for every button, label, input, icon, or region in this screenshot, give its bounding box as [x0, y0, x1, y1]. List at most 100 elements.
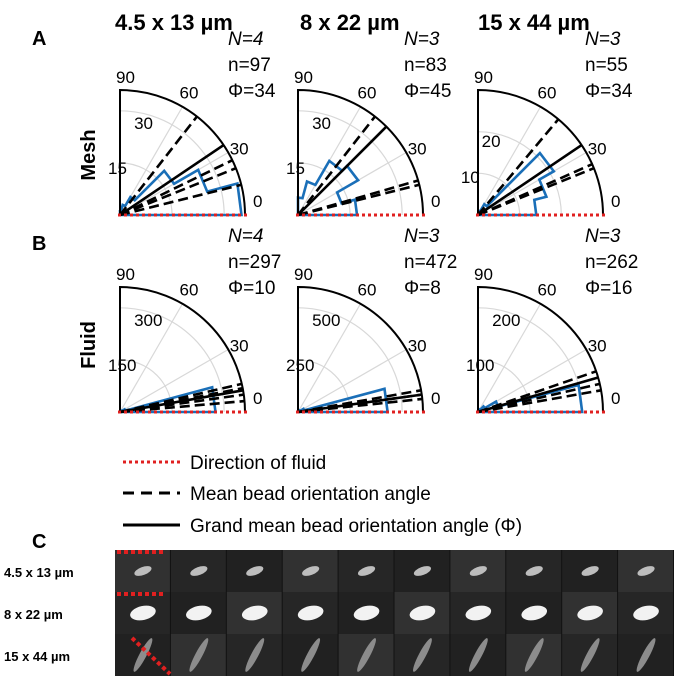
radial-tick-label: 150 — [108, 356, 136, 375]
image-row-label: 15 x 44 µm — [4, 649, 70, 664]
bead-image — [353, 605, 380, 621]
angle-tick-label: 30 — [230, 140, 249, 159]
angle-tick-label: 60 — [358, 84, 377, 103]
grid-spoke — [119, 303, 184, 413]
radial-tick-label: 15 — [108, 159, 127, 178]
stat-grand-mean: Φ=34 — [585, 81, 633, 102]
grid-ring — [119, 307, 225, 413]
grid-spoke — [477, 106, 542, 216]
panel-label-c: C — [32, 531, 46, 553]
stat-n-beads: n=297 — [228, 252, 281, 273]
polar-plot: 90 60 30 0 30 15 N=4 n=97 Φ=34 — [108, 29, 276, 217]
polar-plot: 90 60 30 0 30 15 N=3 n=83 Φ=45 — [286, 29, 451, 217]
polar-plots: 90603003015N=4n=97Φ=3490603003015N=3n=83… — [108, 29, 638, 414]
stat-n-beads: n=83 — [404, 55, 447, 76]
grand-mean-line — [119, 144, 225, 217]
panel-label-b: B — [32, 233, 46, 255]
angle-tick-label: 0 — [431, 192, 440, 211]
angle-tick-label: 90 — [116, 265, 135, 284]
polar-frame — [297, 88, 424, 216]
mean-angle-line — [477, 162, 593, 217]
bead-image — [577, 605, 603, 621]
radial-tick-label: 10 — [461, 168, 480, 187]
angle-tick-label: 60 — [180, 84, 199, 103]
bead-image — [413, 566, 432, 576]
bead-image — [580, 638, 600, 672]
radial-tick-label: 30 — [134, 114, 153, 133]
radial-tick-label: 15 — [286, 159, 305, 178]
radial-tick-label: 300 — [134, 311, 162, 330]
stat-grand-mean: Φ=45 — [404, 81, 451, 102]
bead-image — [189, 638, 209, 672]
stat-n-experiments: N=4 — [228, 29, 263, 50]
polar-frame — [297, 285, 424, 413]
legend-mean-label: Mean bead orientation angle — [190, 484, 431, 505]
bead-image — [525, 566, 543, 576]
grid-spoke — [297, 348, 407, 413]
stat-n-experiments: N=3 — [404, 29, 440, 50]
mean-angle-line — [119, 183, 242, 217]
legend-grand-label: Grand mean bead orientation angle (Φ) — [190, 516, 522, 537]
angle-tick-label: 30 — [408, 140, 427, 159]
angle-tick-label: 0 — [611, 389, 620, 408]
angle-tick-label: 60 — [538, 281, 557, 300]
bead-image — [409, 605, 436, 621]
angle-tick-label: 30 — [230, 337, 249, 356]
angle-tick-label: 0 — [611, 192, 620, 211]
column-header: 4.5 x 13 µm — [115, 10, 233, 35]
bead-image — [465, 605, 492, 621]
column-header: 15 x 44 µm — [478, 10, 590, 35]
radial-tick-label: 20 — [482, 132, 501, 151]
row-label-fluid: Fluid — [78, 321, 100, 369]
stat-n-beads: n=262 — [585, 252, 638, 273]
grand-mean-line — [477, 376, 599, 414]
angle-tick-label: 90 — [474, 265, 493, 284]
angle-tick-label: 60 — [358, 281, 377, 300]
angle-tick-label: 30 — [408, 337, 427, 356]
stat-n-experiments: N=3 — [585, 226, 621, 247]
polar-frame — [477, 88, 604, 216]
stat-n-beads: n=472 — [404, 252, 457, 273]
stat-n-experiments: N=3 — [404, 226, 440, 247]
bead-image — [133, 638, 153, 672]
image-row-label: 8 x 22 µm — [4, 607, 63, 622]
angle-tick-label: 0 — [253, 192, 262, 211]
bead-image — [241, 605, 268, 621]
bead-image — [357, 638, 376, 672]
grid-spoke — [297, 303, 362, 413]
bead-image — [633, 605, 659, 621]
angle-tick-label: 60 — [180, 281, 199, 300]
row-label-mesh: Mesh — [78, 129, 100, 180]
bead-image — [246, 566, 264, 576]
stat-n-experiments: N=4 — [228, 226, 263, 247]
grid-spoke — [119, 348, 229, 413]
angle-tick-label: 90 — [116, 68, 135, 87]
legend: Direction of fluid Mean bead orientation… — [123, 453, 522, 537]
bead-image — [636, 638, 656, 672]
angle-tick-label: 0 — [431, 389, 440, 408]
grid-spoke — [477, 303, 542, 413]
column-header: 8 x 22 µm — [300, 10, 400, 35]
bead-image — [468, 638, 488, 672]
angle-tick-label: 90 — [294, 68, 313, 87]
stat-grand-mean: Φ=34 — [228, 81, 276, 102]
bead-image — [190, 566, 208, 576]
bead-image — [130, 605, 156, 621]
grand-mean-line — [297, 393, 422, 414]
bead-image — [134, 566, 152, 576]
polar-frame — [119, 88, 246, 216]
grid-spoke — [477, 151, 587, 216]
bead-image — [637, 566, 655, 576]
bead-image — [245, 638, 265, 672]
angle-tick-label: 30 — [588, 337, 607, 356]
grid-ring — [297, 307, 403, 413]
radial-tick-label: 500 — [312, 311, 340, 330]
bead-image — [186, 605, 212, 621]
legend-fluid-label: Direction of fluid — [190, 453, 326, 474]
angle-tick-label: 30 — [588, 140, 607, 159]
panel-label-a: A — [32, 28, 46, 50]
bead-image — [524, 638, 544, 672]
